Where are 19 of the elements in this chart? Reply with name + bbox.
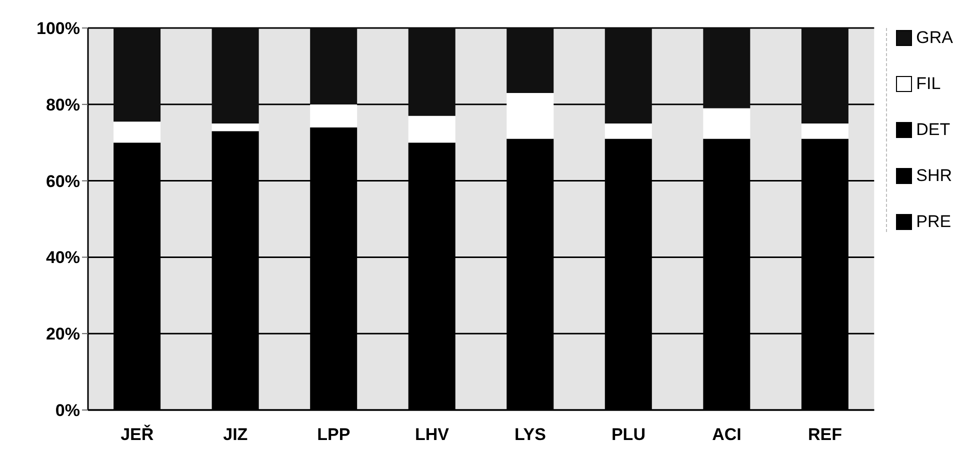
y-tick-label: 40% bbox=[46, 248, 80, 268]
x-tick-label: JIZ bbox=[223, 425, 248, 444]
x-tick-label: LPP bbox=[317, 425, 350, 444]
y-tick-label: 20% bbox=[46, 324, 80, 344]
x-tick-label: REF bbox=[808, 425, 842, 444]
legend-label: GRA bbox=[916, 28, 953, 48]
legend-label: SHR bbox=[916, 166, 952, 186]
x-tick-label: ACI bbox=[712, 425, 742, 444]
y-tick-label: 60% bbox=[46, 172, 80, 191]
text: FIL bbox=[916, 74, 941, 94]
y-tick-label: 80% bbox=[46, 95, 80, 114]
y-tick-label: 100% bbox=[36, 19, 80, 38]
legend-label: DET bbox=[916, 120, 950, 140]
x-tick-label: LYS bbox=[514, 425, 546, 444]
legend-label: PRE bbox=[916, 212, 952, 232]
x-tick-label: LHV bbox=[414, 425, 450, 444]
y-tick-label: 0% bbox=[55, 401, 80, 420]
x-tick-label: PLU bbox=[611, 425, 646, 444]
x-tick-label: JEŘ bbox=[120, 424, 154, 444]
